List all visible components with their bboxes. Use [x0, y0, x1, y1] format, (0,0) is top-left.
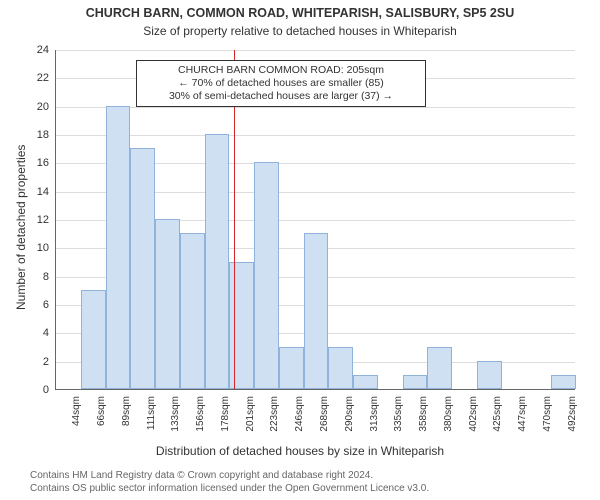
- y-tick-label: 10: [27, 242, 49, 254]
- y-tick-label: 24: [27, 44, 49, 56]
- histogram-bar: [106, 106, 131, 389]
- annotation-line: ← 70% of detached houses are smaller (85…: [143, 77, 419, 90]
- histogram-bar: [477, 361, 502, 389]
- y-tick-label: 0: [27, 384, 49, 396]
- chart-subtitle: Size of property relative to detached ho…: [0, 24, 600, 38]
- footer-line-2: Contains OS public sector information li…: [30, 483, 429, 494]
- y-tick-label: 14: [27, 186, 49, 198]
- y-tick-label: 4: [27, 327, 49, 339]
- x-tick-label: 156sqm: [195, 396, 206, 440]
- y-tick-label: 8: [27, 271, 49, 283]
- x-tick-label: 470sqm: [542, 396, 553, 440]
- histogram-bar: [304, 233, 329, 389]
- y-tick-label: 12: [27, 214, 49, 226]
- x-tick-label: 178sqm: [220, 396, 231, 440]
- histogram-bar: [229, 262, 254, 390]
- x-tick-label: 313sqm: [369, 396, 380, 440]
- histogram-bar: [130, 148, 155, 389]
- gridline: [56, 135, 575, 136]
- histogram-bar: [180, 233, 205, 389]
- plot-area: CHURCH BARN COMMON ROAD: 205sqm← 70% of …: [55, 50, 575, 390]
- histogram-bar: [427, 347, 452, 390]
- footer-line-1: Contains HM Land Registry data © Crown c…: [30, 470, 373, 481]
- y-axis-label: Number of detached properties: [14, 145, 28, 310]
- x-tick-label: 268sqm: [319, 396, 330, 440]
- x-tick-label: 402sqm: [468, 396, 479, 440]
- y-tick-label: 6: [27, 299, 49, 311]
- x-tick-label: 425sqm: [492, 396, 503, 440]
- histogram-bar: [279, 347, 304, 390]
- x-tick-label: 111sqm: [146, 396, 157, 440]
- histogram-bar: [254, 162, 279, 389]
- annotation-box: CHURCH BARN COMMON ROAD: 205sqm← 70% of …: [136, 60, 426, 107]
- histogram-bar: [551, 375, 576, 389]
- x-tick-label: 44sqm: [71, 396, 82, 440]
- x-tick-label: 447sqm: [517, 396, 528, 440]
- y-tick-label: 22: [27, 72, 49, 84]
- y-tick-label: 16: [27, 157, 49, 169]
- x-tick-label: 335sqm: [393, 396, 404, 440]
- histogram-bar: [205, 134, 230, 389]
- x-tick-label: 246sqm: [294, 396, 305, 440]
- y-tick-label: 18: [27, 129, 49, 141]
- chart-title: CHURCH BARN, COMMON ROAD, WHITEPARISH, S…: [0, 6, 600, 20]
- x-tick-label: 133sqm: [170, 396, 181, 440]
- annotation-line: CHURCH BARN COMMON ROAD: 205sqm: [143, 64, 419, 77]
- x-tick-label: 223sqm: [269, 396, 280, 440]
- annotation-line: 30% of semi-detached houses are larger (…: [143, 90, 419, 103]
- x-tick-label: 492sqm: [567, 396, 578, 440]
- histogram-bar: [328, 347, 353, 390]
- histogram-bar: [403, 375, 428, 389]
- y-tick-label: 20: [27, 101, 49, 113]
- gridline: [56, 50, 575, 51]
- x-tick-label: 66sqm: [96, 396, 107, 440]
- x-tick-label: 380sqm: [443, 396, 454, 440]
- x-tick-label: 290sqm: [344, 396, 355, 440]
- x-tick-label: 358sqm: [418, 396, 429, 440]
- histogram-bar: [353, 375, 378, 389]
- histogram-bar: [81, 290, 106, 389]
- x-tick-label: 201sqm: [245, 396, 256, 440]
- y-tick-label: 2: [27, 356, 49, 368]
- histogram-bar: [155, 219, 180, 389]
- x-tick-label: 89sqm: [121, 396, 132, 440]
- x-axis-label: Distribution of detached houses by size …: [0, 444, 600, 458]
- chart-container: CHURCH BARN, COMMON ROAD, WHITEPARISH, S…: [0, 0, 600, 500]
